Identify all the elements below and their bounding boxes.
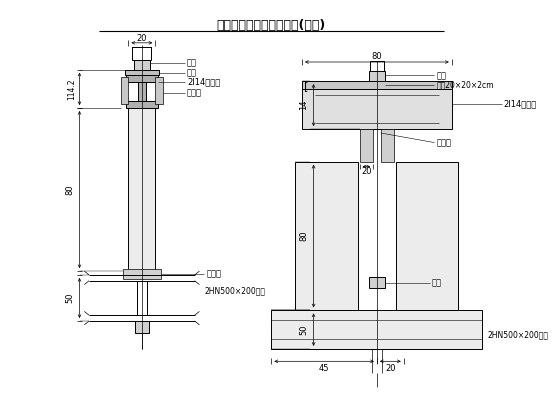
Bar — [123, 269, 161, 279]
Bar — [302, 81, 452, 89]
Text: 20: 20 — [361, 167, 372, 176]
Bar — [125, 101, 158, 108]
Bar — [138, 82, 146, 101]
Bar — [121, 77, 128, 104]
Bar — [381, 129, 394, 162]
Bar — [155, 77, 163, 104]
Text: 20: 20 — [385, 363, 395, 372]
Text: [: [ — [304, 81, 308, 91]
Text: 20: 20 — [137, 35, 147, 44]
Bar — [128, 108, 155, 271]
Text: 悬吊系统上部连接大样图(系梁): 悬吊系统上部连接大样图(系梁) — [217, 19, 326, 32]
Text: 2HN500×200型钢: 2HN500×200型钢 — [487, 330, 548, 339]
Text: 80: 80 — [66, 184, 74, 195]
Text: 2HN500×200型钢: 2HN500×200型钢 — [204, 287, 265, 296]
Text: 连接板: 连接板 — [436, 138, 451, 147]
Bar — [369, 71, 385, 81]
Text: 螺母: 螺母 — [187, 59, 197, 68]
Text: 14: 14 — [300, 100, 309, 110]
Text: 45: 45 — [319, 363, 329, 372]
Text: 50: 50 — [66, 293, 74, 303]
Text: 垫板20×20×2cm: 垫板20×20×2cm — [436, 81, 494, 90]
Bar — [369, 277, 385, 289]
Bar — [134, 60, 150, 70]
Text: 垫板: 垫板 — [187, 68, 197, 77]
Text: 连接板: 连接板 — [187, 88, 202, 97]
Bar — [135, 321, 148, 333]
Text: 螺母: 螺母 — [436, 71, 446, 80]
Text: 50: 50 — [300, 324, 309, 335]
Bar — [360, 129, 373, 162]
Bar — [132, 47, 151, 60]
Bar — [272, 311, 482, 349]
Text: 连接板: 连接板 — [206, 269, 221, 278]
Text: 2I14工字钢: 2I14工字钢 — [503, 100, 537, 109]
Text: 2I14工字钢: 2I14工字钢 — [187, 78, 220, 87]
Text: 114.2: 114.2 — [67, 78, 76, 100]
Text: 螺母: 螺母 — [432, 278, 442, 287]
Bar — [125, 75, 158, 82]
Bar — [370, 61, 384, 71]
Text: 80: 80 — [300, 230, 309, 241]
Bar — [396, 162, 459, 311]
Bar — [295, 162, 358, 311]
Bar — [302, 89, 452, 129]
Text: 80: 80 — [372, 52, 382, 61]
Bar — [125, 70, 159, 75]
